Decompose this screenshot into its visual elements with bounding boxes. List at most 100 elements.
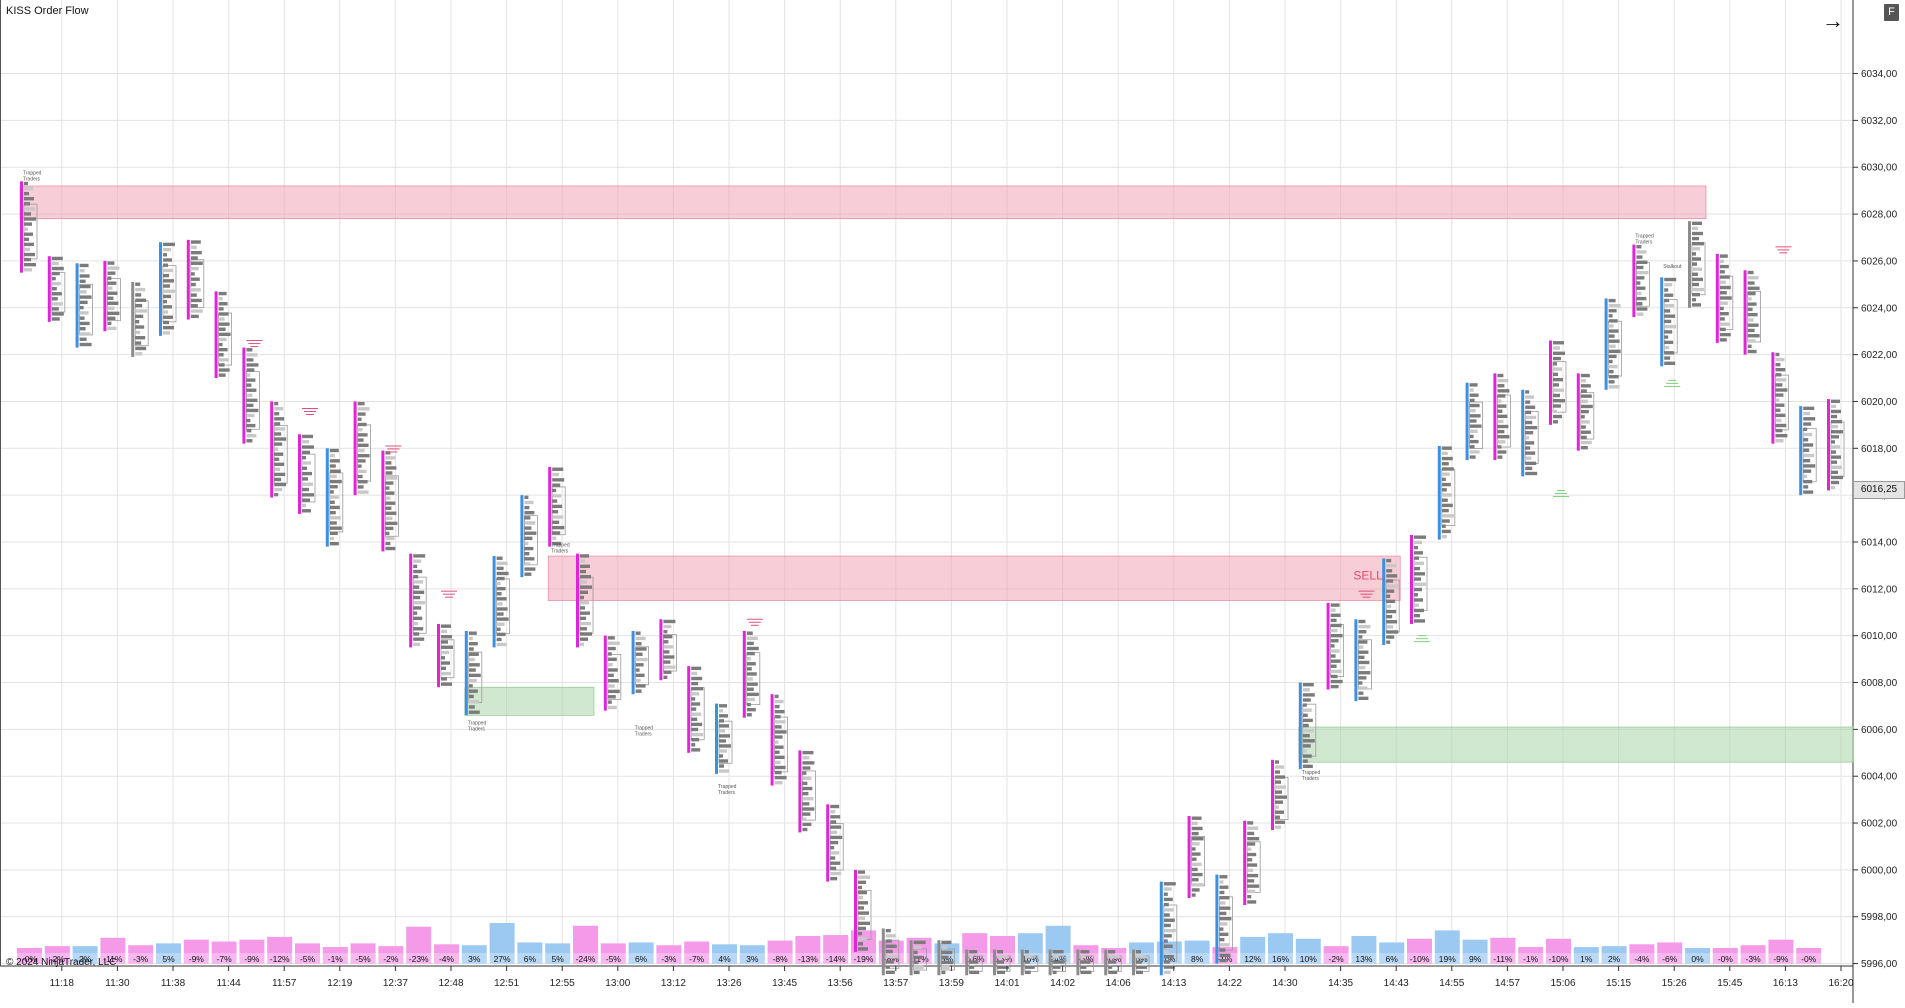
bar-body — [937, 940, 941, 976]
delta-label-bg — [684, 953, 710, 964]
bar-volume-level — [79, 263, 89, 268]
bar-volume-level — [1608, 354, 1617, 359]
bar-volume-level — [607, 652, 612, 656]
bar-volume-level — [1775, 388, 1788, 392]
x-tick-label: 14:57 — [1495, 978, 1520, 989]
bar-volume-level — [468, 694, 474, 699]
bar-volume-level — [1219, 906, 1231, 910]
bar-volume-level — [1775, 362, 1781, 367]
bar-volume-level — [1719, 327, 1726, 332]
bar-volume-level — [135, 330, 141, 335]
bar-volume-level — [941, 940, 952, 945]
bar-volume-level — [1831, 414, 1837, 419]
bar-volume-level — [24, 217, 36, 221]
bar-volume-level — [607, 705, 617, 710]
price-bar — [1632, 244, 1650, 318]
bar-volume-level — [24, 222, 32, 226]
delta-bar — [1045, 925, 1071, 953]
price-bar — [242, 347, 260, 444]
bar-volume-level — [79, 274, 90, 278]
bar-volume-level — [218, 353, 224, 357]
bar-volume-level — [496, 642, 507, 647]
bar-volume-level — [357, 464, 362, 468]
bar-volume-level — [1747, 339, 1756, 343]
price-bar — [937, 940, 955, 976]
delta-label: 6% — [524, 954, 537, 964]
bar-body — [993, 949, 996, 976]
bar-volume-level — [802, 812, 811, 816]
y-tick-label: 5996,00 — [1861, 959, 1898, 970]
bar-volume-level — [1136, 950, 1141, 954]
bar-volume-level — [1525, 425, 1538, 430]
bar-volume-level — [524, 516, 531, 520]
bar-volume-level — [468, 673, 481, 678]
price-bar — [1688, 221, 1706, 308]
bar-volume-level — [246, 439, 253, 443]
delta-label-bg — [517, 953, 543, 964]
bar-volume-level — [1497, 404, 1507, 408]
bar-volume-level — [580, 554, 589, 558]
f-button[interactable]: F — [1884, 4, 1899, 21]
y-tick-label: 6018,00 — [1861, 444, 1898, 455]
bar-volume-level — [1024, 970, 1031, 975]
bar-volume-level — [1469, 414, 1481, 418]
bar-volume-level — [1608, 314, 1613, 318]
bar-volume-level — [1747, 286, 1760, 291]
y-tick-label: 6008,00 — [1861, 678, 1898, 689]
delta-label: -3% — [1078, 954, 1094, 964]
arrow-right-icon[interactable]: → — [1822, 8, 1844, 33]
x-tick-label: 14:01 — [994, 978, 1019, 989]
delta-bar — [1629, 944, 1655, 953]
bar-volume-level — [163, 258, 172, 262]
delta-label-bg — [1657, 953, 1683, 964]
bar-volume-level — [496, 622, 505, 626]
bar-volume-level — [274, 407, 284, 411]
delta-bar — [1268, 933, 1293, 953]
bar-body — [1743, 270, 1747, 355]
bar-volume-level — [1302, 688, 1310, 692]
delta-label: 2% — [1608, 954, 1621, 964]
price-bar — [1298, 682, 1317, 770]
bar-volume-level — [135, 336, 146, 340]
delta-bar — [1740, 945, 1766, 953]
annotation-label: Stalkout — [1663, 264, 1682, 270]
bar-value-area — [885, 939, 900, 969]
bar-volume-level — [1636, 255, 1643, 259]
bar-body — [742, 630, 746, 718]
y-tick-label: 6004,00 — [1861, 772, 1898, 783]
bar-volume-level — [719, 734, 730, 738]
y-tick-label: 6010,00 — [1861, 631, 1898, 642]
price-bar — [1771, 352, 1789, 444]
x-tick-label: 13:57 — [883, 978, 908, 989]
bar-volume-level — [580, 575, 591, 579]
bar-volume-level — [1386, 635, 1395, 639]
bar-volume-level — [1719, 311, 1729, 316]
price-bar — [464, 630, 483, 716]
bar-volume-level — [302, 455, 306, 460]
bar-volume-level — [1219, 937, 1225, 942]
bar-volume-level — [1358, 619, 1366, 624]
bar-volume-level — [1386, 558, 1392, 563]
bar-volume-level — [1275, 825, 1281, 829]
bar-volume-level — [302, 450, 310, 455]
price-bar — [1020, 949, 1039, 976]
bar-volume-level — [274, 487, 283, 492]
bar-volume-level — [913, 950, 918, 955]
bar-volume-level — [524, 552, 530, 556]
x-tick-label: 13:26 — [716, 978, 741, 989]
delta-label-bg — [489, 953, 515, 964]
bar-volume-level — [246, 418, 251, 423]
bar-volume-level — [1163, 908, 1174, 912]
bar-volume-level — [1219, 896, 1230, 900]
bar-volume-level — [691, 687, 704, 691]
bar-volume-level — [441, 671, 451, 676]
bar-volume-level — [1636, 281, 1641, 285]
annotation-label: Traders — [635, 731, 653, 737]
delta-bar — [1546, 938, 1571, 953]
bar-volume-level — [1219, 885, 1229, 889]
price-bar — [1104, 949, 1122, 976]
delta-label-bg — [712, 953, 737, 964]
x-tick-label: 11:44 — [216, 978, 241, 989]
